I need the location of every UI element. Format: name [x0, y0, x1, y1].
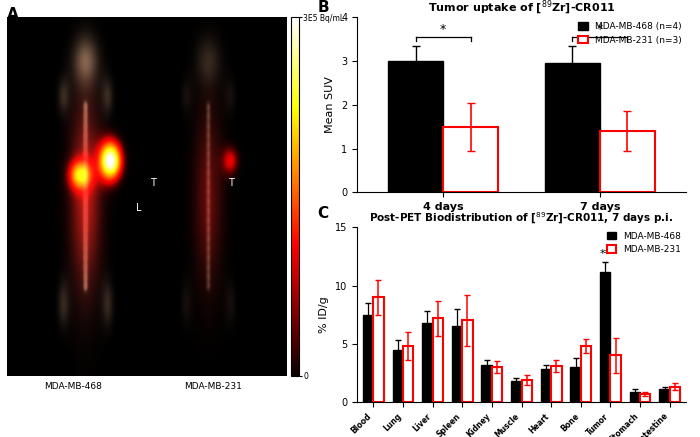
Bar	[482, 365, 492, 402]
Text: A: A	[7, 7, 19, 21]
Bar	[389, 61, 443, 192]
Bar	[600, 131, 654, 192]
Text: C: C	[318, 206, 328, 221]
Bar	[433, 318, 443, 402]
Title: Tumor uptake of [$^{89}$Zr]-CR011: Tumor uptake of [$^{89}$Zr]-CR011	[428, 0, 615, 17]
Text: B: B	[318, 0, 329, 15]
Bar	[670, 387, 680, 402]
Bar	[640, 394, 650, 402]
Bar	[452, 326, 462, 402]
Bar	[393, 350, 403, 402]
Bar	[462, 320, 472, 402]
Bar	[570, 367, 581, 402]
Text: T: T	[150, 178, 155, 188]
Y-axis label: Mean SUV: Mean SUV	[326, 76, 335, 133]
Bar	[541, 369, 551, 402]
Bar	[422, 323, 433, 402]
Bar	[610, 355, 621, 402]
Text: * $P$ < 0.05: * $P$ < 0.05	[357, 236, 408, 248]
Legend: MDA-MB-468, MDA-MB-231: MDA-MB-468, MDA-MB-231	[608, 232, 682, 254]
Text: *: *	[440, 23, 447, 36]
Text: T: T	[228, 178, 234, 188]
Bar	[581, 346, 592, 402]
Text: MDA-MB-468: MDA-MB-468	[45, 382, 102, 391]
Y-axis label: % ID/g: % ID/g	[319, 296, 329, 333]
Bar	[630, 392, 640, 402]
Bar	[545, 63, 600, 192]
Legend: MDA-MB-468 (n=4), MDA-MB-231 (n=3): MDA-MB-468 (n=4), MDA-MB-231 (n=3)	[578, 22, 682, 45]
Bar	[659, 389, 670, 402]
Text: **: **	[600, 249, 611, 259]
Bar	[522, 380, 532, 402]
Bar	[600, 271, 610, 402]
Text: L: L	[136, 203, 141, 213]
Text: *: *	[596, 23, 603, 36]
Bar	[551, 366, 561, 402]
Bar	[443, 127, 498, 192]
Bar	[492, 367, 502, 402]
Bar	[403, 346, 413, 402]
Bar	[511, 381, 522, 402]
Bar	[373, 297, 384, 402]
Title: Post-PET Biodistribution of [$^{89}$Zr]-CR011, 7 days p.i.: Post-PET Biodistribution of [$^{89}$Zr]-…	[370, 211, 673, 226]
Bar	[363, 315, 373, 402]
Text: MDA-MB-231: MDA-MB-231	[185, 382, 242, 391]
